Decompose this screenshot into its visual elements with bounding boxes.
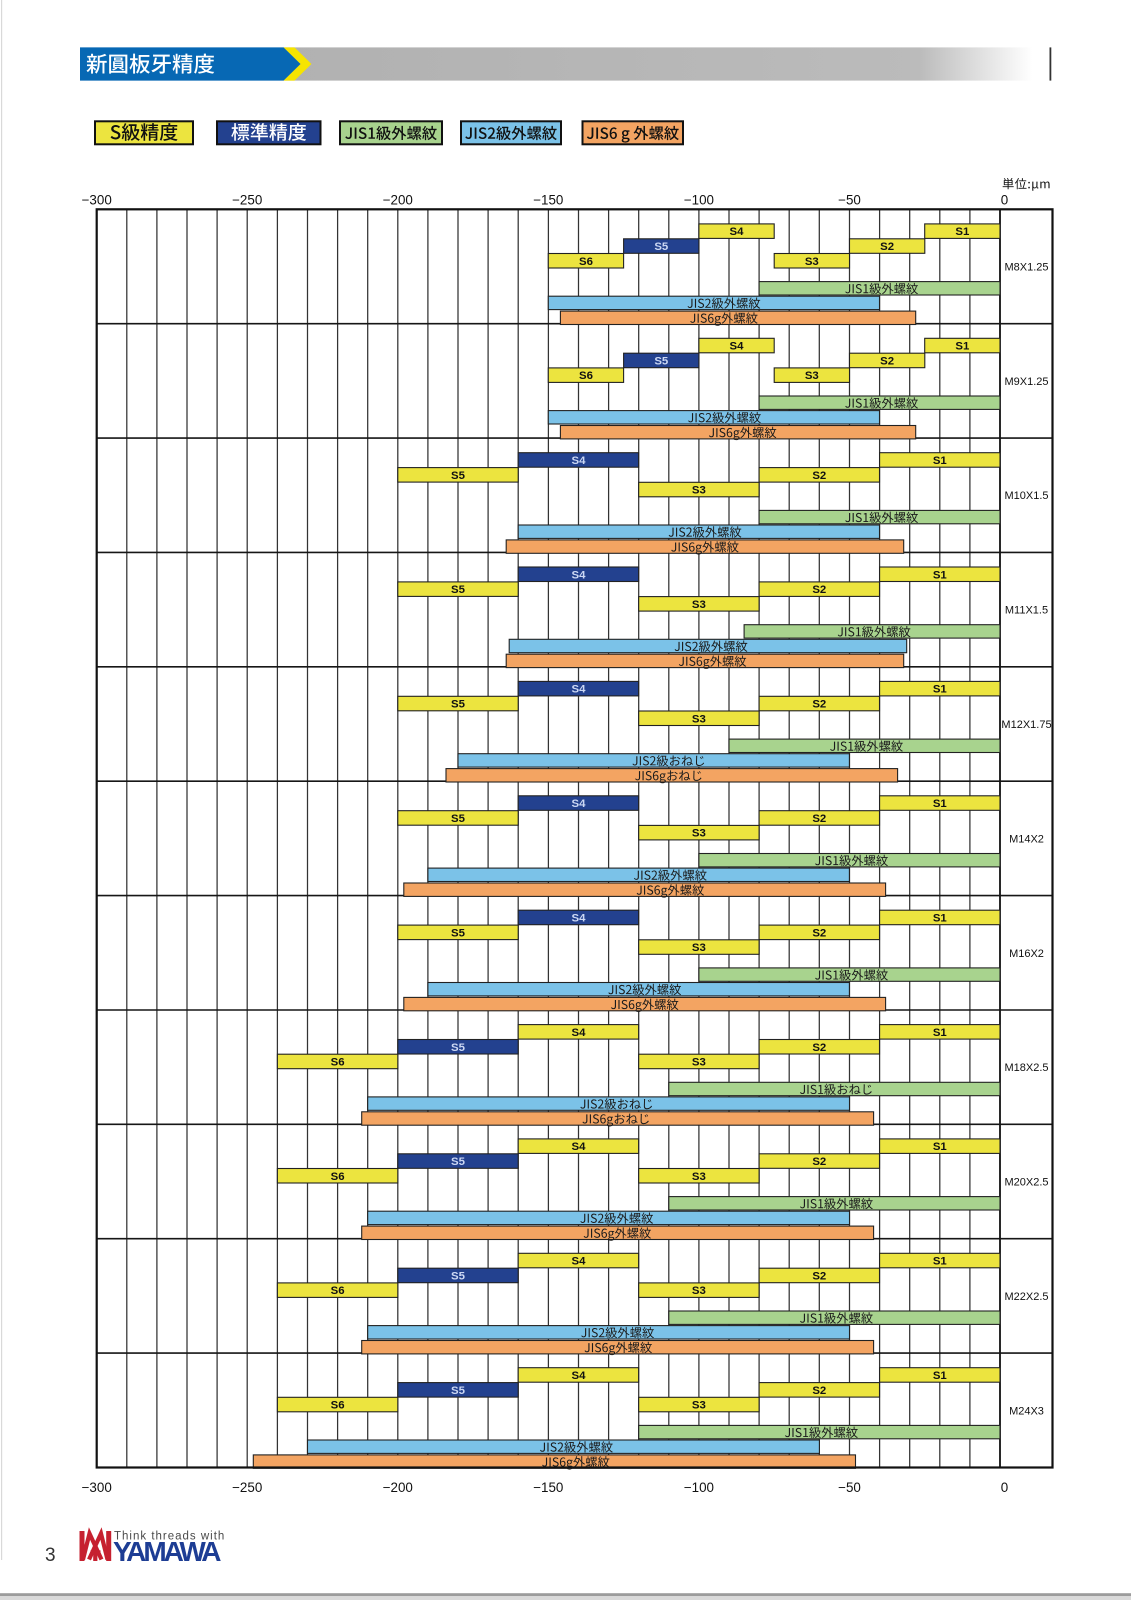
svg-text:−250: −250 (232, 193, 262, 208)
svg-text:S4: S4 (572, 1027, 587, 1039)
svg-text:M11X1.5: M11X1.5 (1005, 605, 1048, 617)
svg-text:M22X2.5: M22X2.5 (1004, 1291, 1048, 1303)
svg-text:S4: S4 (730, 226, 745, 238)
svg-text:−300: −300 (82, 1480, 112, 1495)
svg-text:S4: S4 (572, 569, 587, 581)
svg-text:S6: S6 (331, 1400, 345, 1412)
svg-text:S1: S1 (933, 1141, 948, 1153)
svg-text:−150: −150 (533, 193, 563, 208)
svg-text:S2: S2 (812, 927, 826, 939)
svg-text:S4: S4 (572, 798, 587, 810)
svg-text:S6: S6 (331, 1285, 345, 1297)
svg-text:S1: S1 (933, 455, 948, 467)
svg-text:M9X1.25: M9X1.25 (1004, 376, 1048, 388)
svg-text:S4: S4 (572, 1141, 587, 1153)
svg-text:S2: S2 (812, 1042, 826, 1054)
svg-text:S3: S3 (692, 1285, 706, 1297)
svg-text:−200: −200 (383, 193, 413, 208)
svg-text:S4: S4 (572, 455, 587, 467)
svg-text:S5: S5 (451, 813, 466, 825)
svg-text:S2: S2 (812, 699, 826, 711)
svg-text:YAMAWA: YAMAWA (113, 1536, 221, 1567)
svg-text:S6: S6 (579, 256, 593, 268)
svg-text:S5: S5 (654, 356, 669, 368)
svg-text:S3: S3 (692, 942, 706, 954)
svg-text:S3: S3 (805, 370, 819, 382)
svg-text:M18X2.5: M18X2.5 (1004, 1062, 1048, 1074)
svg-text:S2: S2 (812, 1385, 826, 1397)
svg-text:S1: S1 (933, 798, 948, 810)
svg-text:S3: S3 (692, 485, 706, 497)
svg-text:M14X2: M14X2 (1009, 833, 1044, 845)
svg-text:S3: S3 (692, 1400, 706, 1412)
svg-text:S1: S1 (955, 226, 970, 238)
svg-text:−200: −200 (383, 1480, 413, 1495)
svg-text:S1: S1 (933, 569, 948, 581)
svg-text:S2: S2 (812, 470, 826, 482)
svg-text:M24X3: M24X3 (1009, 1405, 1044, 1417)
svg-text:M8X1.25: M8X1.25 (1004, 262, 1048, 274)
svg-text:S3: S3 (692, 599, 706, 611)
svg-text:S5: S5 (451, 584, 466, 596)
svg-text:S4: S4 (572, 1370, 587, 1382)
svg-text:S5: S5 (451, 927, 466, 939)
svg-text:S2: S2 (812, 1271, 826, 1283)
svg-text:S4: S4 (572, 913, 587, 925)
svg-text:S6: S6 (579, 370, 593, 382)
svg-text:S1: S1 (933, 684, 948, 696)
svg-text:S3: S3 (692, 1171, 706, 1183)
svg-text:S4: S4 (730, 341, 745, 353)
svg-text:S5: S5 (654, 241, 669, 253)
svg-text:S5: S5 (451, 470, 466, 482)
svg-text:S2: S2 (880, 356, 894, 368)
svg-text:S3: S3 (805, 256, 819, 268)
svg-text:S5: S5 (451, 699, 466, 711)
svg-text:M20X2.5: M20X2.5 (1004, 1177, 1048, 1189)
svg-text:S1: S1 (933, 1370, 948, 1382)
svg-text:S6: S6 (331, 1057, 345, 1069)
svg-text:0: 0 (1001, 193, 1008, 208)
svg-text:S5: S5 (451, 1156, 466, 1168)
svg-text:−50: −50 (838, 1480, 861, 1495)
svg-text:Think threads with: Think threads with (114, 1531, 225, 1543)
svg-text:S3: S3 (692, 1057, 706, 1069)
svg-text:S1: S1 (933, 1256, 948, 1268)
svg-text:S5: S5 (451, 1271, 466, 1283)
svg-text:3: 3 (45, 1545, 56, 1566)
svg-text:−100: −100 (684, 1480, 714, 1495)
svg-text:S1: S1 (933, 1027, 948, 1039)
svg-text:M16X2: M16X2 (1009, 948, 1044, 960)
svg-text:S2: S2 (812, 813, 826, 825)
svg-text:S2: S2 (812, 584, 826, 596)
svg-text:S2: S2 (880, 241, 894, 253)
svg-text:−300: −300 (82, 193, 112, 208)
svg-text:S1: S1 (933, 913, 948, 925)
svg-text:S5: S5 (451, 1385, 466, 1397)
svg-text:S3: S3 (692, 828, 706, 840)
svg-text:S4: S4 (572, 684, 587, 696)
svg-text:S4: S4 (572, 1256, 587, 1268)
svg-text:−250: −250 (232, 1480, 262, 1495)
svg-text:−100: −100 (684, 193, 714, 208)
svg-text:S5: S5 (451, 1042, 466, 1054)
svg-text:S3: S3 (692, 713, 706, 725)
svg-text:S1: S1 (955, 341, 970, 353)
svg-text:M12X1.75: M12X1.75 (1001, 719, 1051, 731)
svg-text:M10X1.5: M10X1.5 (1004, 490, 1048, 502)
svg-text:−150: −150 (533, 1480, 563, 1495)
svg-text:S6: S6 (331, 1171, 345, 1183)
svg-text:S2: S2 (812, 1156, 826, 1168)
svg-text:0: 0 (1001, 1480, 1008, 1495)
svg-text:−50: −50 (838, 193, 861, 208)
